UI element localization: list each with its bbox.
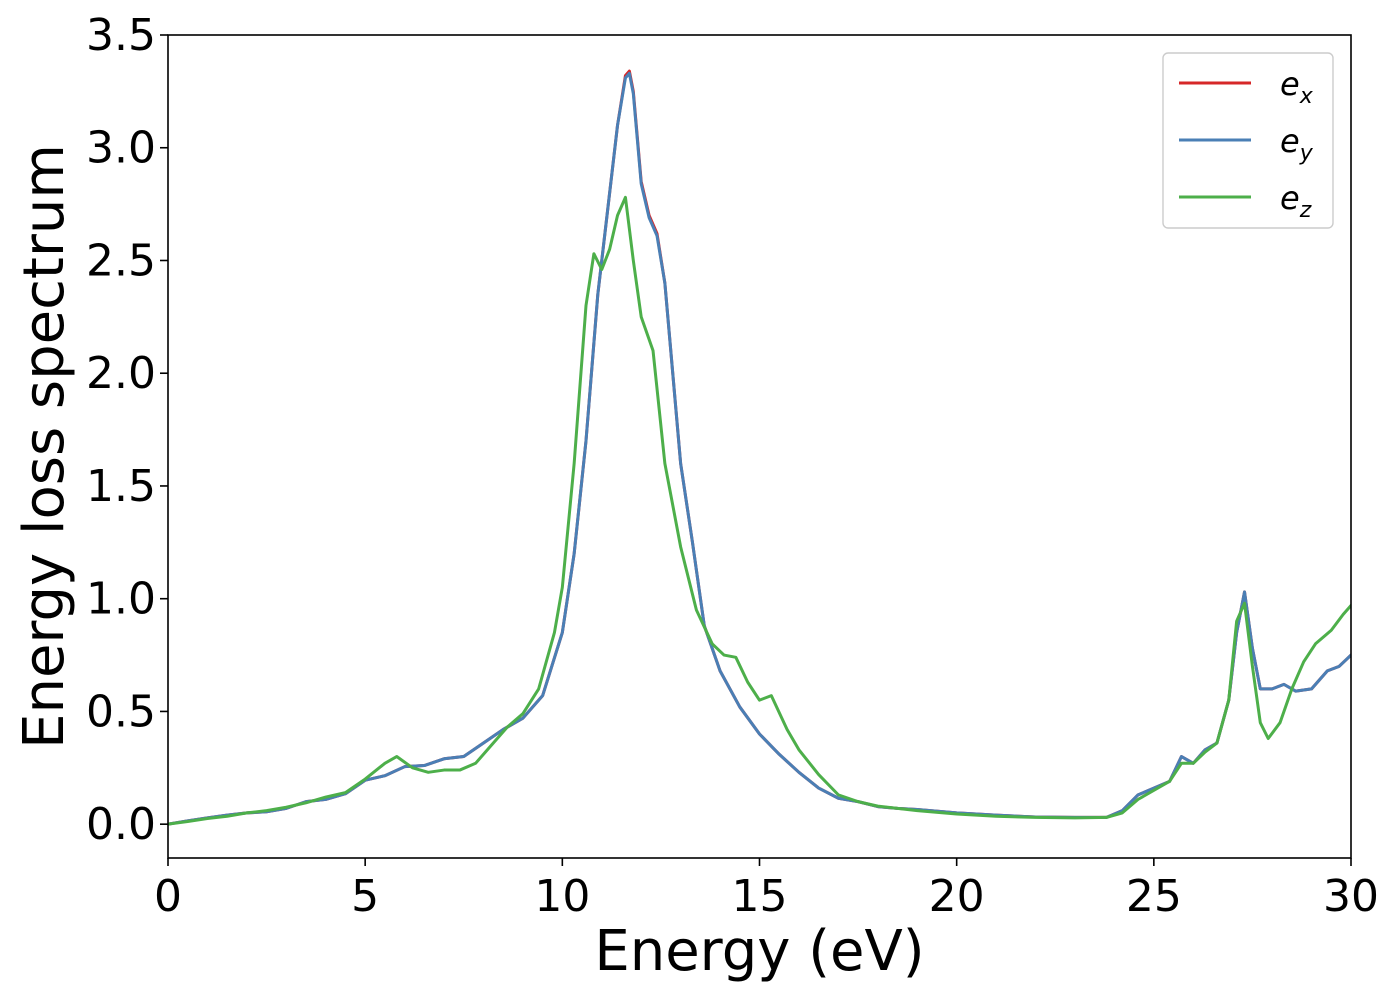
y-tick-label: 3.0 xyxy=(86,123,156,174)
legend-label-z: ez xyxy=(1280,179,1312,223)
series-line-z xyxy=(168,195,1351,826)
legend: ex ey ez xyxy=(1162,52,1334,229)
y-tick-label: 1.0 xyxy=(86,574,156,625)
x-tick-label: 30 xyxy=(1323,871,1379,922)
x-tick-label: 20 xyxy=(929,871,985,922)
x-axis: 0 5 10 15 20 25 30 xyxy=(154,858,1379,922)
x-tick-label: 25 xyxy=(1126,871,1182,922)
y-tick-label: 2.0 xyxy=(86,348,156,399)
y-axis: 0.0 0.5 1.0 1.5 2.0 2.5 3.0 3.5 xyxy=(86,10,168,850)
series-layer xyxy=(168,69,1351,826)
y-axis-label: Energy loss spectrum xyxy=(12,144,77,749)
x-axis-label: Energy (eV) xyxy=(594,919,924,984)
x-tick-label: 0 xyxy=(154,871,182,922)
x-tick-label: 15 xyxy=(732,871,788,922)
y-tick-label: 0.5 xyxy=(86,686,156,737)
legend-label-y: ey xyxy=(1280,122,1314,166)
y-tick-label: 3.5 xyxy=(86,10,156,61)
y-tick-label: 2.5 xyxy=(86,235,156,286)
legend-label-x: ex xyxy=(1280,65,1314,109)
x-tick-label: 5 xyxy=(351,871,379,922)
y-tick-label: 0.0 xyxy=(86,799,156,850)
y-tick-label: 1.5 xyxy=(86,461,156,512)
x-tick-label: 10 xyxy=(534,871,590,922)
